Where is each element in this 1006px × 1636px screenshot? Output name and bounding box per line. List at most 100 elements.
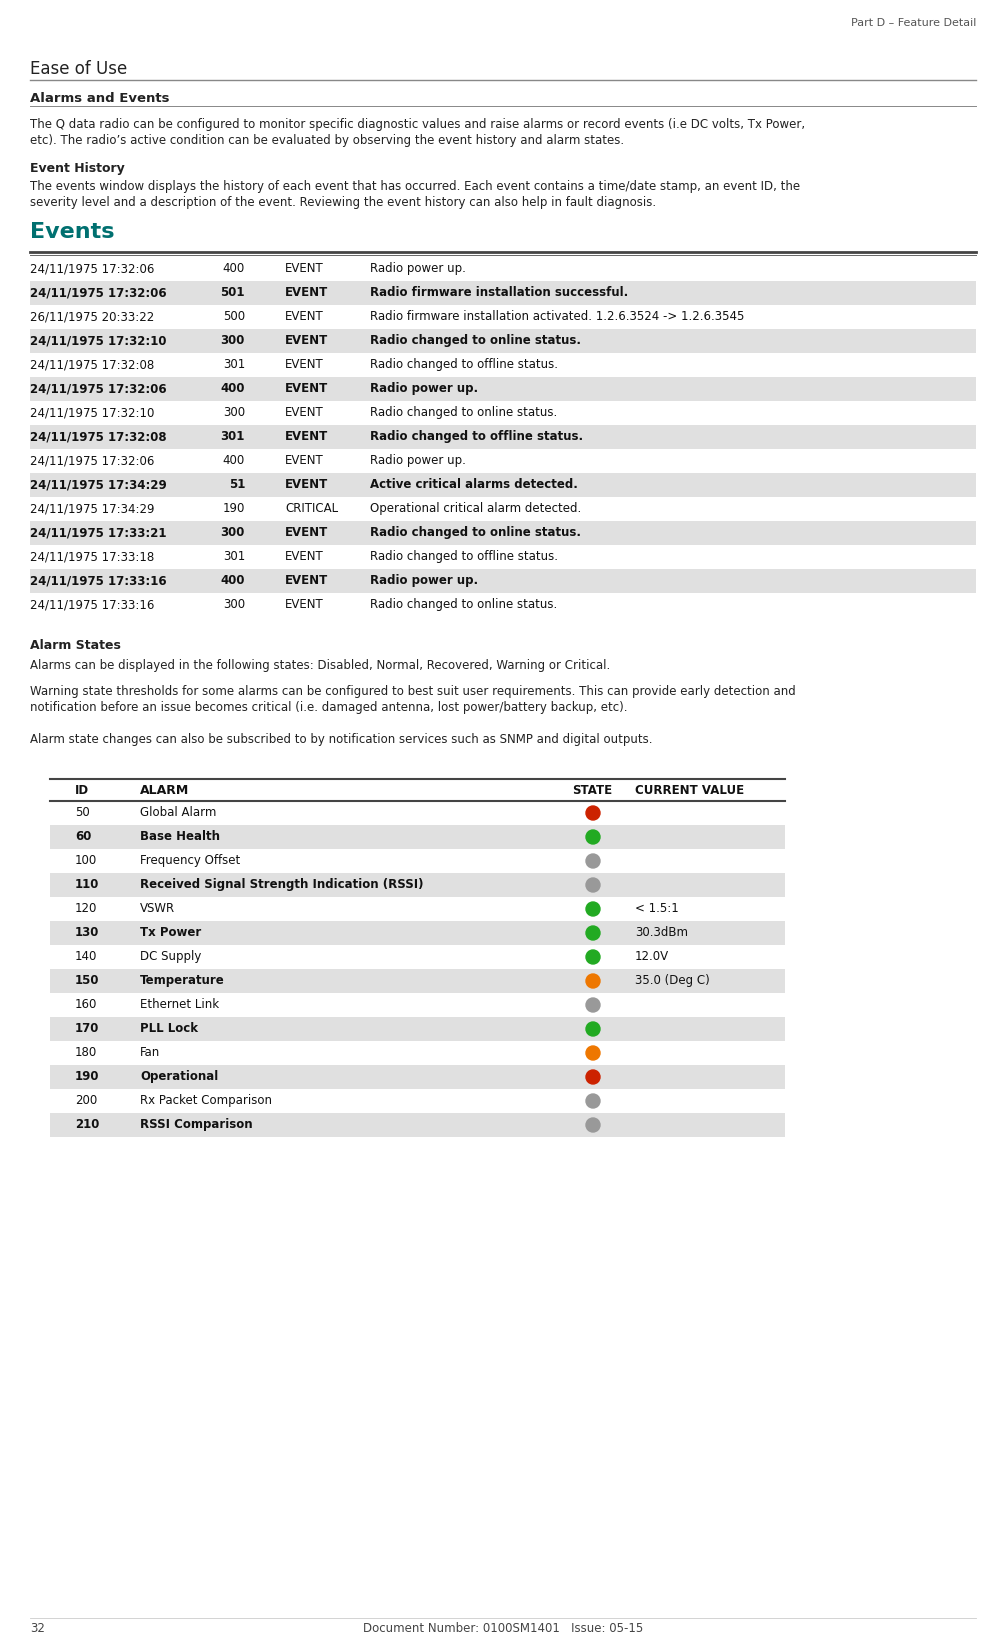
Text: < 1.5:1: < 1.5:1 — [635, 901, 679, 915]
Text: EVENT: EVENT — [285, 358, 324, 371]
Text: RSSI Comparison: RSSI Comparison — [140, 1117, 253, 1130]
Bar — [30, 281, 976, 304]
Bar — [50, 1018, 785, 1040]
Bar — [30, 257, 976, 281]
Text: Event History: Event History — [30, 162, 125, 175]
Circle shape — [586, 1094, 600, 1108]
Text: 24/11/1975 17:32:06: 24/11/1975 17:32:06 — [30, 262, 154, 275]
Text: 24/11/1975 17:32:06: 24/11/1975 17:32:06 — [30, 286, 167, 299]
Circle shape — [586, 854, 600, 869]
Text: 180: 180 — [75, 1045, 98, 1058]
Text: Received Signal Strength Indication (RSSI): Received Signal Strength Indication (RSS… — [140, 879, 424, 892]
Text: 24/11/1975 17:33:18: 24/11/1975 17:33:18 — [30, 550, 154, 563]
Text: EVENT: EVENT — [285, 406, 324, 419]
Text: EVENT: EVENT — [285, 286, 328, 299]
Text: Tx Power: Tx Power — [140, 926, 201, 939]
Text: CRITICAL: CRITICAL — [285, 502, 338, 515]
Text: ID: ID — [75, 784, 90, 797]
Bar — [50, 897, 785, 921]
Text: 24/11/1975 17:33:16: 24/11/1975 17:33:16 — [30, 599, 154, 610]
Text: Frequency Offset: Frequency Offset — [140, 854, 240, 867]
Text: 400: 400 — [222, 262, 245, 275]
Text: 51: 51 — [228, 478, 245, 491]
Text: Events: Events — [30, 222, 115, 242]
Bar — [30, 448, 976, 473]
Text: Radio power up.: Radio power up. — [370, 262, 466, 275]
Text: Base Health: Base Health — [140, 829, 220, 843]
Circle shape — [586, 1045, 600, 1060]
Text: 110: 110 — [75, 879, 100, 892]
Circle shape — [586, 1070, 600, 1085]
Text: 500: 500 — [223, 309, 245, 322]
Circle shape — [586, 879, 600, 892]
Bar — [50, 874, 785, 897]
Text: Alarms and Events: Alarms and Events — [30, 92, 169, 105]
Text: Radio changed to online status.: Radio changed to online status. — [370, 599, 557, 610]
Text: EVENT: EVENT — [285, 262, 324, 275]
Text: Global Alarm: Global Alarm — [140, 807, 216, 820]
Text: EVENT: EVENT — [285, 478, 328, 491]
Circle shape — [586, 926, 600, 941]
Text: 190: 190 — [75, 1070, 100, 1083]
Text: 400: 400 — [220, 574, 245, 587]
Text: 301: 301 — [220, 430, 245, 443]
Text: 160: 160 — [75, 998, 98, 1011]
Text: 24/11/1975 17:34:29: 24/11/1975 17:34:29 — [30, 478, 167, 491]
Text: 24/11/1975 17:33:16: 24/11/1975 17:33:16 — [30, 574, 167, 587]
Text: 200: 200 — [75, 1094, 98, 1108]
Text: EVENT: EVENT — [285, 381, 328, 394]
Text: 24/11/1975 17:32:08: 24/11/1975 17:32:08 — [30, 358, 154, 371]
Circle shape — [586, 973, 600, 988]
Text: 170: 170 — [75, 1022, 100, 1036]
Text: Radio firmware installation activated. 1.2.6.3524 -> 1.2.6.3545: Radio firmware installation activated. 1… — [370, 309, 744, 322]
Bar — [50, 802, 785, 825]
Bar — [30, 473, 976, 497]
Bar — [30, 401, 976, 425]
Text: 501: 501 — [220, 286, 245, 299]
Text: Radio changed to offline status.: Radio changed to offline status. — [370, 550, 558, 563]
Text: The Q data radio can be configured to monitor specific diagnostic values and rai: The Q data radio can be configured to mo… — [30, 118, 805, 131]
Text: DC Supply: DC Supply — [140, 951, 201, 964]
Text: 100: 100 — [75, 854, 98, 867]
Text: EVENT: EVENT — [285, 334, 328, 347]
Text: Radio power up.: Radio power up. — [370, 455, 466, 466]
Text: Radio changed to online status.: Radio changed to online status. — [370, 406, 557, 419]
Text: 400: 400 — [222, 455, 245, 466]
Text: 300: 300 — [220, 527, 245, 538]
Text: Radio changed to offline status.: Radio changed to offline status. — [370, 430, 583, 443]
Text: 140: 140 — [75, 951, 98, 964]
Bar — [50, 1040, 785, 1065]
Text: EVENT: EVENT — [285, 527, 328, 538]
Text: 400: 400 — [220, 381, 245, 394]
Text: Radio changed to offline status.: Radio changed to offline status. — [370, 358, 558, 371]
Text: 24/11/1975 17:32:06: 24/11/1975 17:32:06 — [30, 455, 154, 466]
Circle shape — [586, 901, 600, 916]
Bar — [50, 921, 785, 946]
Text: 24/11/1975 17:34:29: 24/11/1975 17:34:29 — [30, 502, 155, 515]
Bar — [30, 329, 976, 353]
Text: PLL Lock: PLL Lock — [140, 1022, 198, 1036]
Text: Fan: Fan — [140, 1045, 160, 1058]
Text: 24/11/1975 17:33:21: 24/11/1975 17:33:21 — [30, 527, 167, 538]
Text: 300: 300 — [223, 406, 245, 419]
Bar — [50, 849, 785, 874]
Text: STATE: STATE — [572, 784, 612, 797]
Bar — [30, 545, 976, 569]
Bar — [50, 946, 785, 969]
Text: 24/11/1975 17:32:08: 24/11/1975 17:32:08 — [30, 430, 167, 443]
Bar — [50, 1065, 785, 1090]
Text: etc). The radio’s active condition can be evaluated by observing the event histo: etc). The radio’s active condition can b… — [30, 134, 624, 147]
Bar — [30, 520, 976, 545]
Bar — [30, 497, 976, 520]
Text: Alarm States: Alarm States — [30, 640, 121, 653]
Text: 35.0 (Deg C): 35.0 (Deg C) — [635, 973, 710, 987]
Text: 60: 60 — [75, 829, 92, 843]
Text: Alarms can be displayed in the following states: Disabled, Normal, Recovered, Wa: Alarms can be displayed in the following… — [30, 659, 611, 672]
Text: Radio changed to online status.: Radio changed to online status. — [370, 527, 581, 538]
Text: Temperature: Temperature — [140, 973, 224, 987]
Text: EVENT: EVENT — [285, 574, 328, 587]
Text: 24/11/1975 17:32:06: 24/11/1975 17:32:06 — [30, 381, 167, 394]
Bar — [30, 569, 976, 592]
Circle shape — [586, 807, 600, 820]
Text: notification before an issue becomes critical (i.e. damaged antenna, lost power/: notification before an issue becomes cri… — [30, 700, 628, 713]
